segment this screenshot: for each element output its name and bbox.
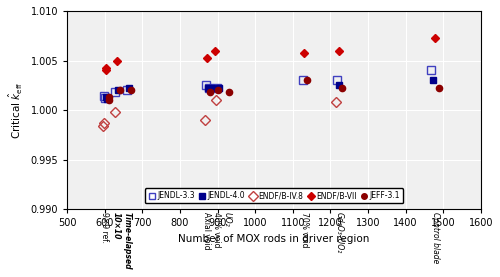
X-axis label: Number of MOX rods in driver region: Number of MOX rods in driver region (178, 234, 370, 244)
Text: UO₂: UO₂ (222, 212, 231, 227)
Text: 40% void: 40% void (212, 212, 221, 248)
Text: Axial void: Axial void (202, 212, 211, 250)
Text: 9×9 ref.: 9×9 ref. (100, 212, 110, 243)
Text: 10×10: 10×10 (112, 212, 120, 240)
Legend: JENDL-3.3, JENDL-4.0, ENDF/B-IV.8, ENDF/B-VII, JEFF-3.1: JENDL-3.3, JENDL-4.0, ENDF/B-IV.8, ENDF/… (145, 188, 403, 203)
Text: Gd₂O₃–UO₂: Gd₂O₃–UO₂ (334, 212, 343, 253)
Text: Control blade: Control blade (431, 212, 440, 264)
Text: 70% void: 70% void (300, 212, 308, 248)
Text: Time-elapsed: Time-elapsed (123, 212, 132, 270)
Y-axis label: Critical $\mathit{\hat{k}}_{\mathrm{eff}}$: Critical $\mathit{\hat{k}}_{\mathrm{eff}… (7, 81, 25, 139)
